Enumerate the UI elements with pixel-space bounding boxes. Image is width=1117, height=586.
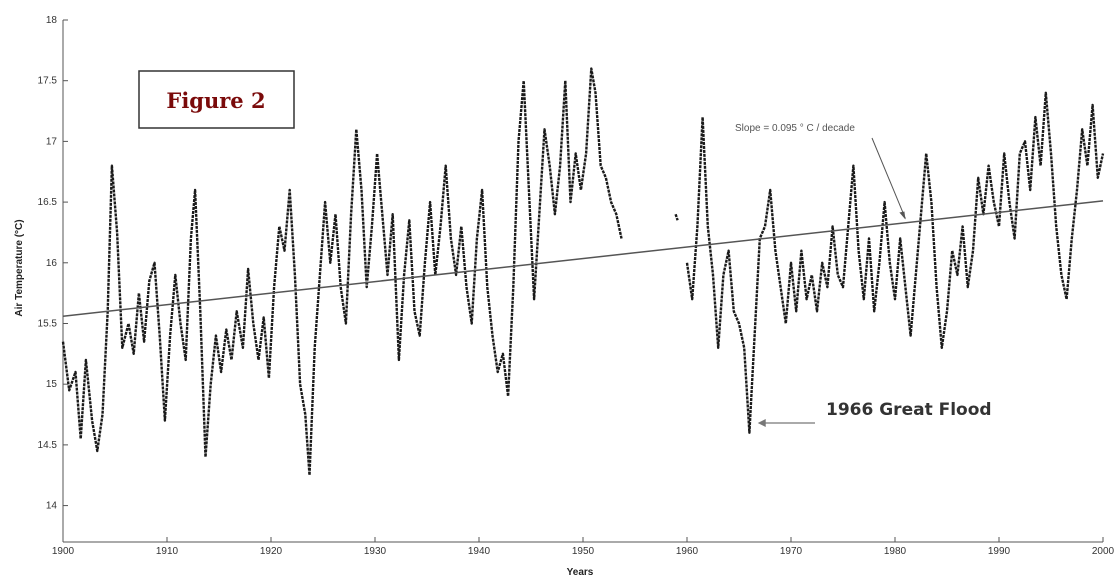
- y-tick-label: 14: [46, 501, 58, 512]
- x-tick-label: 2000: [1092, 546, 1115, 557]
- y-tick-label: 17: [46, 136, 58, 147]
- y-tick-label: 16.5: [38, 197, 58, 208]
- figure-label-box: [138, 70, 295, 129]
- series-line-segment-0: [61, 67, 623, 477]
- x-tick-label: 1990: [988, 546, 1011, 557]
- flood-annotation: 1966 Great Flood: [826, 400, 992, 420]
- flood-arrow-head: [757, 419, 766, 428]
- y-tick-label: 18: [46, 15, 58, 26]
- x-tick-label: 1960: [676, 546, 699, 557]
- x-axis-label: Years: [567, 567, 594, 578]
- y-tick-label: 15: [46, 379, 58, 390]
- x-tick-label: 1910: [156, 546, 179, 557]
- x-tick-label: 1940: [468, 546, 491, 557]
- x-tick-label: 1950: [572, 546, 595, 557]
- y-axis-label: Air Temperature (°C): [14, 219, 25, 316]
- x-tick-label: 1920: [260, 546, 283, 557]
- x-tick-label: 1900: [52, 546, 75, 557]
- figure-label: Figure 2: [166, 88, 265, 113]
- trend-layer: [62, 200, 1104, 317]
- axes: 1900 1910 1920 1930 1940 1950 1960 1970 1980 1990…: [38, 15, 1115, 557]
- slope-arrow: [871, 137, 906, 219]
- slope-annotation: Slope = 0.095 ° C / decade: [735, 123, 855, 134]
- x-tick-label: 1980: [884, 546, 907, 557]
- y-tick-label: 16: [46, 258, 58, 269]
- x-tick-label: 1930: [364, 546, 387, 557]
- x-tick-label: 1970: [780, 546, 803, 557]
- series-line-segment-2: [685, 91, 1105, 434]
- annotations: Figure 2 Slope = 0.095 ° C / decade 1966…: [138, 70, 992, 428]
- y-tick-label: 17.5: [38, 76, 58, 87]
- series-layer: [61, 67, 1105, 477]
- trend-line: [62, 200, 1104, 317]
- y-tick-label: 15.5: [38, 318, 58, 329]
- series-line-segment-1: [674, 213, 679, 221]
- y-tick-label: 14.5: [38, 440, 58, 451]
- slope-arrow-head: [899, 211, 906, 220]
